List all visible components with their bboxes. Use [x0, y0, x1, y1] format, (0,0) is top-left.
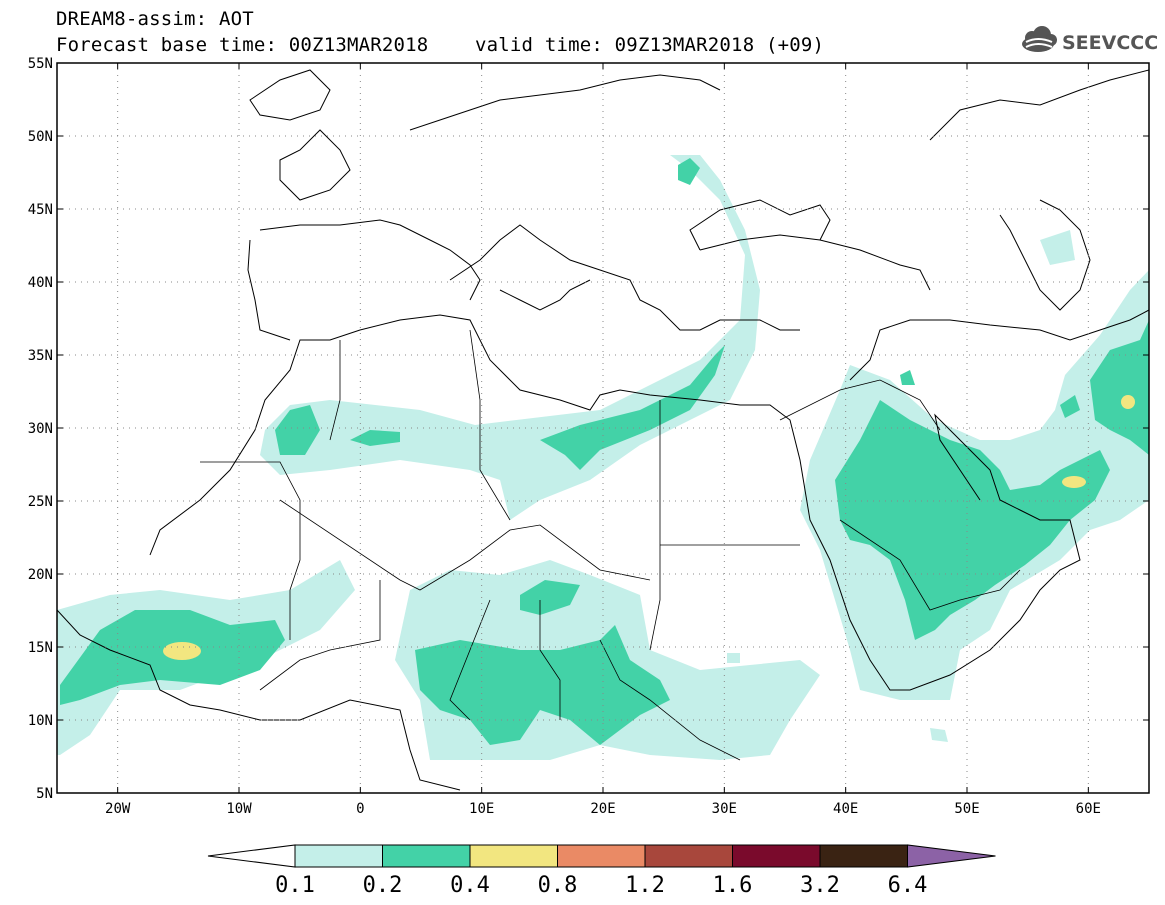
- colorbar-max-arrow: [907, 844, 996, 868]
- lon-label: 50E: [954, 801, 979, 817]
- seevccc-logo: SEEVCCC: [1022, 26, 1158, 54]
- aot-contour-0-4: [163, 395, 1135, 660]
- colorbar-label: 0.1: [275, 873, 315, 898]
- lat-label: 30N: [28, 421, 53, 437]
- lat-label: 40N: [28, 275, 53, 291]
- lat-label: 15N: [28, 640, 53, 656]
- country-borders: [200, 329, 1021, 761]
- colorbar-segment: [644, 844, 733, 868]
- colorbar-segment: [819, 844, 908, 868]
- colorbar-label: 1.2: [625, 873, 665, 898]
- lat-label: 25N: [28, 494, 53, 510]
- lat-label: 5N: [36, 786, 53, 802]
- colorbar-segment: [557, 844, 646, 868]
- map-title: DREAM8-assim: AOT: [56, 8, 254, 30]
- lon-label: 20E: [590, 801, 615, 817]
- colorbar-label: 1.6: [713, 873, 753, 898]
- lon-label: 40E: [833, 801, 858, 817]
- colorbar-segment: [732, 844, 821, 868]
- aot-contour-0-2: [60, 158, 1149, 745]
- lon-label: 20W: [105, 801, 131, 817]
- colorbar-label: 0.2: [363, 873, 403, 898]
- lon-label: 60E: [1076, 801, 1101, 817]
- colorbar-label: 6.4: [888, 873, 928, 898]
- cloud-icon: [1022, 26, 1057, 52]
- coastlines: [57, 69, 1149, 791]
- lat-label: 55N: [28, 56, 53, 72]
- lon-label: 0: [356, 801, 364, 817]
- colorbar-label: 3.2: [800, 873, 840, 898]
- longitude-labels: 20W 10W 0 10E 20E 30E 40E 50E 60E: [105, 801, 1101, 817]
- colorbar-label: 0.8: [538, 873, 578, 898]
- colorbar-min-arrow: [207, 844, 296, 868]
- map-content: [57, 69, 1149, 791]
- colorbar: 0.1 0.2 0.4 0.8 1.2 1.6 3.2 6.4: [207, 844, 996, 898]
- lat-label: 50N: [28, 129, 53, 145]
- colorbar-segment: [382, 844, 471, 868]
- lon-label: 10W: [226, 801, 252, 817]
- lon-label: 10E: [469, 801, 494, 817]
- axis-ticks: [57, 62, 1149, 794]
- gridlines: [57, 63, 1149, 793]
- forecast-time-subtitle: Forecast base time: 00Z13MAR2018 valid t…: [56, 34, 825, 56]
- lat-label: 10N: [28, 713, 53, 729]
- lat-label: 45N: [28, 202, 53, 218]
- lon-label: 30E: [712, 801, 737, 817]
- latitude-labels: 55N 50N 45N 40N 35N 30N 25N 20N 15N 10N 5N: [28, 56, 53, 802]
- colorbar-label: 0.4: [450, 873, 490, 898]
- logo-text: SEEVCCC: [1062, 32, 1158, 54]
- lat-label: 20N: [28, 567, 53, 583]
- colorbar-segment: [469, 844, 558, 868]
- lat-label: 35N: [28, 348, 53, 364]
- colorbar-segment: [294, 844, 383, 868]
